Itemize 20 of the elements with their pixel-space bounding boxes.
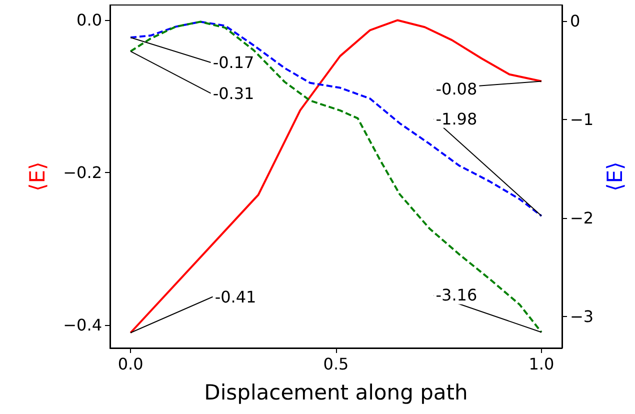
y2-tick-label: −1: [570, 110, 594, 129]
y-tick-label: −0.2: [63, 163, 102, 182]
y2-tick-label: 0: [570, 11, 580, 30]
y2-tick-label: −3: [570, 306, 594, 326]
y-tick-label: 0.0: [76, 10, 102, 30]
data-label: -0.41: [214, 287, 256, 306]
y2-axis-title: ⟨E⟩: [602, 162, 627, 192]
y2-tick-label: −2: [570, 208, 594, 228]
x-tick-label: 1.0: [528, 354, 554, 374]
x-tick-label: 0.0: [118, 354, 144, 374]
x-tick-label: 0.5: [323, 354, 349, 374]
data-label: -3.16: [436, 286, 478, 305]
data-label: -0.31: [212, 84, 254, 103]
data-label: -1.98: [436, 109, 478, 128]
x-axis-title: Displacement along path: [204, 380, 468, 404]
y-axis-title: ⟨E⟩: [26, 162, 50, 192]
data-label: -0.17: [212, 53, 254, 72]
line-series: [130, 20, 542, 217]
y-tick-label: −0.4: [63, 316, 102, 335]
data-label: -0.08: [436, 80, 478, 99]
